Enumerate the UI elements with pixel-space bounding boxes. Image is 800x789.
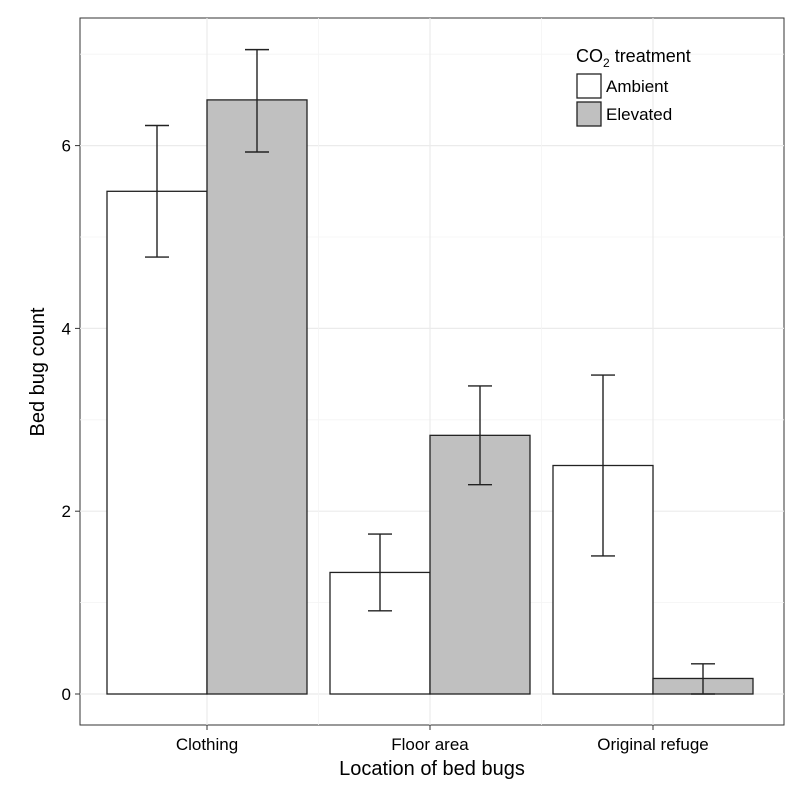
x-axis-label: Location of bed bugs xyxy=(339,758,525,780)
y-tick-label: 2 xyxy=(62,502,71,521)
x-tick-label: Clothing xyxy=(176,735,238,754)
y-axis-label: Bed bug count xyxy=(27,307,49,436)
x-tick-label: Floor area xyxy=(391,735,469,754)
error-bar-ambient-3 xyxy=(591,374,615,557)
error-bar-elevated-2 xyxy=(468,385,492,486)
legend: CO2 treatment Ambient Elevated xyxy=(576,46,691,127)
x-axis: Clothing Floor area Original refuge xyxy=(176,725,709,754)
legend-label: Ambient xyxy=(606,77,669,96)
legend-swatch xyxy=(576,101,602,127)
y-axis: 0 2 4 6 xyxy=(62,137,80,704)
error-bar-ambient-1 xyxy=(145,124,169,258)
x-tick-label: Original refuge xyxy=(597,735,709,754)
error-bar-ambient-2 xyxy=(368,533,392,612)
legend-label: Elevated xyxy=(606,105,672,124)
error-bars-group xyxy=(145,48,715,695)
y-tick-label: 0 xyxy=(62,685,71,704)
legend-item-elevated: Elevated xyxy=(576,101,672,127)
y-tick-label: 4 xyxy=(62,319,71,338)
legend-item-ambient: Ambient xyxy=(576,73,669,99)
bar-ambient-1 xyxy=(106,190,208,695)
legend-swatch xyxy=(576,73,602,99)
error-bar-elevated-3 xyxy=(691,663,715,695)
error-bar-elevated-1 xyxy=(245,48,269,153)
legend-title: CO2 treatment xyxy=(576,46,691,70)
bar-elevated-1 xyxy=(206,99,308,695)
bar-elevated-2 xyxy=(429,434,531,695)
y-tick-label: 6 xyxy=(62,137,71,156)
